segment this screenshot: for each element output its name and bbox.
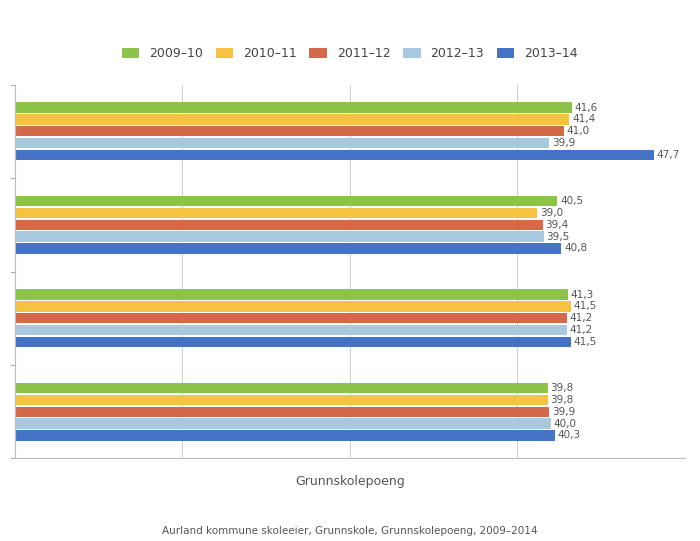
Bar xyxy=(15,196,557,206)
Text: 41,6: 41,6 xyxy=(575,103,598,113)
Legend: 2009–10, 2010–11, 2011–12, 2012–13, 2013–14: 2009–10, 2010–11, 2011–12, 2012–13, 2013… xyxy=(117,42,583,65)
Bar xyxy=(15,430,554,440)
Text: 39,4: 39,4 xyxy=(545,220,568,230)
Bar xyxy=(15,383,548,393)
Text: 41,4: 41,4 xyxy=(572,115,595,124)
X-axis label: Grunnskolepoeng: Grunnskolepoeng xyxy=(295,475,405,488)
Bar xyxy=(15,406,550,417)
Bar xyxy=(15,313,567,324)
Text: 41,5: 41,5 xyxy=(573,337,596,347)
Text: 41,0: 41,0 xyxy=(567,126,590,136)
Text: 40,5: 40,5 xyxy=(560,196,583,206)
Bar xyxy=(15,208,537,218)
Text: 40,8: 40,8 xyxy=(564,243,587,253)
Text: 39,9: 39,9 xyxy=(552,407,575,417)
Text: 40,3: 40,3 xyxy=(557,430,580,440)
Bar xyxy=(15,220,542,230)
Text: Aurland kommune skoleeier, Grunnskole, Grunnskolepoeng, 2009–2014: Aurland kommune skoleeier, Grunnskole, G… xyxy=(162,526,538,536)
Text: 41,2: 41,2 xyxy=(569,325,593,335)
Bar xyxy=(15,289,568,300)
Bar xyxy=(15,301,570,312)
Bar xyxy=(15,150,654,160)
Bar xyxy=(15,243,561,254)
Bar xyxy=(15,325,567,335)
Text: 39,8: 39,8 xyxy=(551,383,574,393)
Bar xyxy=(15,102,572,113)
Text: 39,9: 39,9 xyxy=(552,138,575,148)
Text: 47,7: 47,7 xyxy=(657,150,680,160)
Bar xyxy=(15,418,551,428)
Text: 39,5: 39,5 xyxy=(547,232,570,242)
Bar xyxy=(15,126,564,136)
Text: 39,8: 39,8 xyxy=(551,395,574,405)
Text: 41,5: 41,5 xyxy=(573,301,596,312)
Bar xyxy=(15,337,570,347)
Text: 41,2: 41,2 xyxy=(569,313,593,323)
Bar xyxy=(15,138,550,148)
Text: 40,0: 40,0 xyxy=(553,419,576,428)
Text: 41,3: 41,3 xyxy=(570,289,594,300)
Text: 39,0: 39,0 xyxy=(540,208,563,218)
Bar xyxy=(15,232,544,242)
Bar xyxy=(15,114,569,124)
Bar xyxy=(15,395,548,405)
